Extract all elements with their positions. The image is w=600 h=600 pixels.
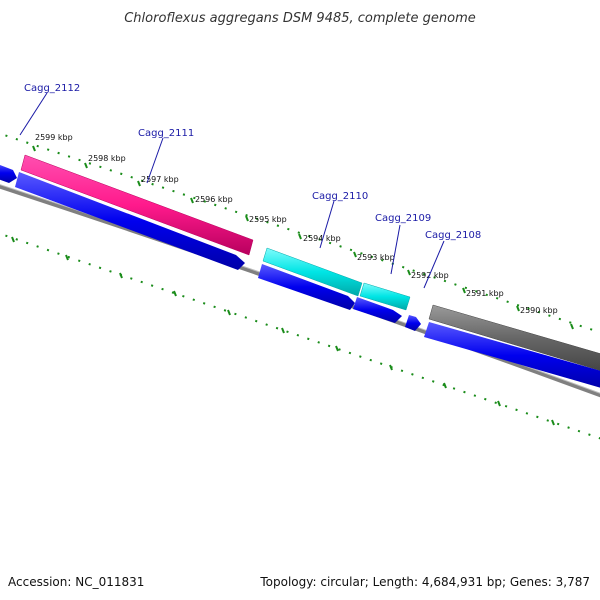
tick-label: 2590 kbp	[520, 306, 558, 315]
accession-text: Accession: NC_011831	[8, 575, 144, 589]
inner-tick-ring	[0, 232, 600, 440]
gene-label-cagg-2110[interactable]: Cagg_2110	[312, 191, 368, 202]
cds-arrow[interactable]	[353, 297, 402, 323]
tick-label: 2593 kbp	[357, 253, 395, 262]
cds-arrow[interactable]	[15, 172, 245, 270]
tick-label: 2595 kbp	[249, 215, 287, 224]
tick-label: 2598 kbp	[88, 154, 126, 163]
gene-track	[20, 154, 600, 372]
gene-cagg-2112-feature[interactable]	[20, 154, 254, 256]
map-title: Chloroflexus aggregans DSM 9485, complet…	[124, 11, 476, 26]
tick-label: 2599 kbp	[35, 133, 73, 142]
cds-arrow[interactable]	[258, 264, 355, 310]
gene-label-cagg-2109[interactable]: Cagg_2109	[375, 213, 431, 224]
tick-label: 2596 kbp	[195, 195, 233, 204]
tick-label: 2591 kbp	[466, 289, 504, 298]
gene-label-cagg-2108[interactable]: Cagg_2108	[425, 230, 481, 241]
tick-label: 2597 kbp	[141, 175, 179, 184]
gene-cagg-2109-feature[interactable]	[359, 282, 411, 311]
gene-labels: Cagg_2112 Cagg_2111 Cagg_2110 Cagg_2109 …	[19, 83, 481, 289]
outer-tick-ring	[0, 132, 600, 334]
tick-label: 2594 kbp	[303, 234, 341, 243]
gene-label-cagg-2112[interactable]: Cagg_2112	[24, 83, 80, 94]
genome-summary-text: Topology: circular; Length: 4,684,931 bp…	[259, 575, 590, 589]
cds-track	[0, 163, 600, 389]
cds-arrow[interactable]	[0, 163, 17, 183]
cds-arrow[interactable]	[405, 315, 421, 331]
gene-cagg-2108-feature[interactable]	[428, 304, 600, 372]
gene-label-cagg-2111[interactable]: Cagg_2111	[138, 128, 194, 139]
cds-arrow[interactable]	[424, 322, 600, 389]
gene-cagg-2110-feature[interactable]	[262, 247, 363, 297]
